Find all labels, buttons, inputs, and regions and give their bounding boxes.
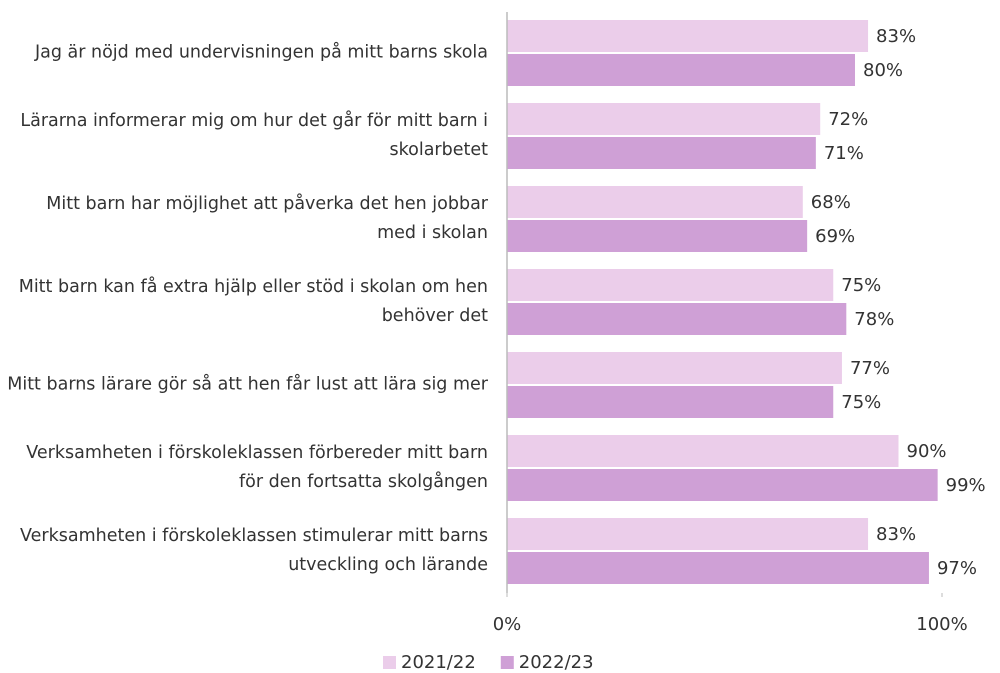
category-label: Verksamheten i förskoleklassen stimulera…	[20, 526, 488, 575]
value-label: 83%	[876, 524, 916, 545]
bar	[507, 352, 842, 384]
value-label: 83%	[876, 26, 916, 47]
legend-swatch	[500, 656, 514, 669]
value-label: 78%	[854, 309, 894, 330]
bar	[507, 303, 847, 335]
value-label: 90%	[907, 441, 947, 462]
bar	[507, 269, 834, 301]
x-tick-label: 100%	[916, 614, 967, 635]
value-label: 68%	[811, 192, 851, 213]
bar	[507, 552, 929, 584]
value-label: 69%	[815, 226, 855, 247]
category-label: Mitt barn har möjlighet att påverka det …	[46, 194, 488, 243]
bar	[507, 54, 855, 86]
category-label: Lärarna informerar mig om hur det går fö…	[20, 111, 488, 160]
bar	[507, 518, 869, 550]
bar	[507, 103, 821, 135]
bar	[507, 220, 808, 252]
legend-label: 2021/22	[401, 652, 476, 673]
bar	[507, 386, 834, 418]
category-label: Jag är nöjd med undervisningen på mitt b…	[34, 42, 488, 63]
bar	[507, 20, 869, 52]
bar	[507, 186, 803, 218]
category-label: Mitt barns lärare gör så att hen får lus…	[7, 374, 488, 395]
value-label: 80%	[863, 60, 903, 81]
bar	[507, 469, 938, 501]
value-label: 97%	[937, 558, 977, 579]
value-label: 77%	[850, 358, 890, 379]
category-label: Mitt barn kan få extra hjälp eller stöd …	[18, 277, 488, 326]
value-label: 72%	[828, 109, 868, 130]
value-label: 75%	[841, 275, 881, 296]
legend-label: 2022/23	[519, 652, 594, 673]
value-label: 75%	[841, 392, 881, 413]
bar	[507, 137, 816, 169]
value-label: 71%	[824, 143, 864, 164]
legend-swatch	[383, 656, 396, 669]
value-label: 99%	[946, 475, 986, 496]
x-tick-label: 0%	[493, 614, 522, 635]
bar	[507, 435, 899, 467]
category-label: Verksamheten i förskoleklassen förberede…	[26, 443, 488, 492]
